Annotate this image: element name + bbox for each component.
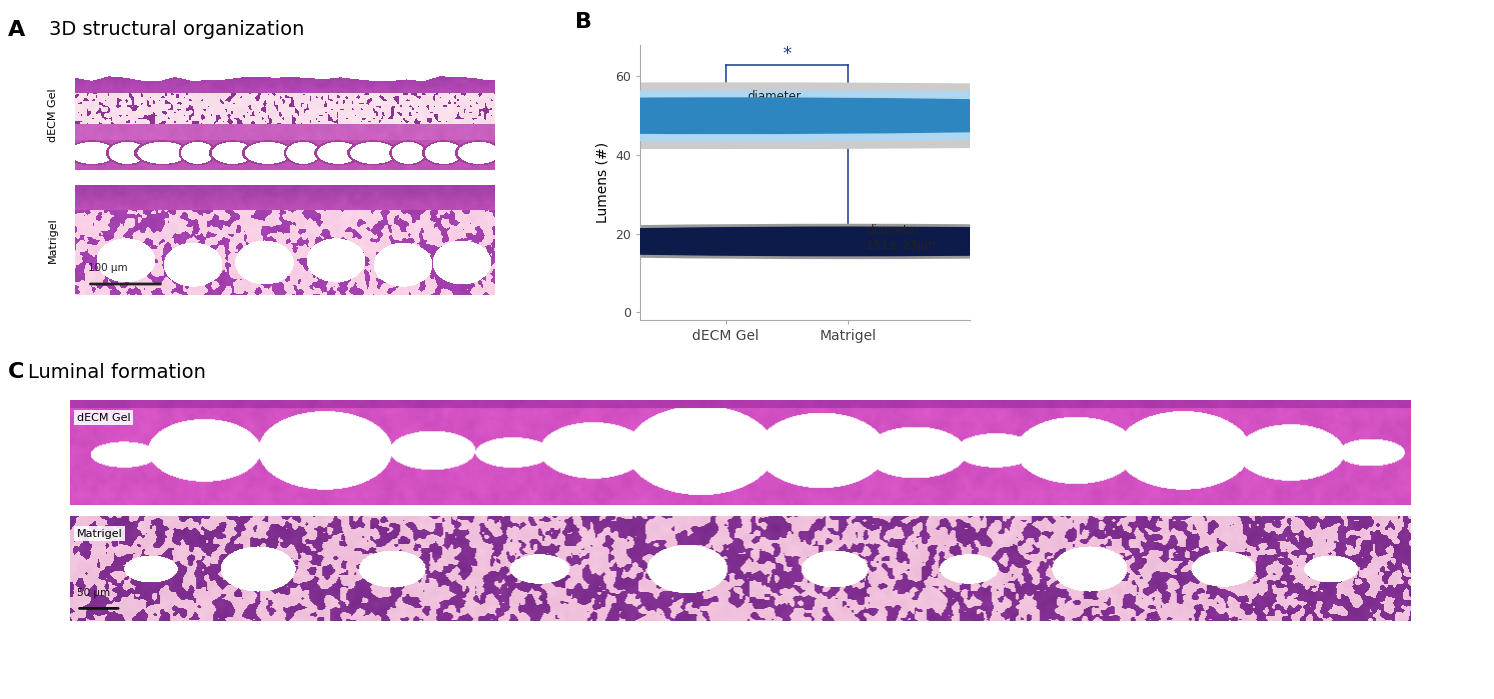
Text: A: A [7,20,25,40]
Text: 3D structural organization: 3D structural organization [49,20,305,39]
Text: 100 μm: 100 μm [88,263,127,273]
Text: Matrigel: Matrigel [76,528,123,539]
Text: dECM Gel: dECM Gel [76,412,130,423]
Circle shape [384,226,1312,257]
Circle shape [154,97,1298,134]
Text: B: B [575,12,592,32]
Text: Luminal formation: Luminal formation [28,363,206,382]
Y-axis label: Lumens (#): Lumens (#) [596,142,610,223]
Text: C: C [7,363,24,382]
Circle shape [297,224,1398,259]
Text: diameter
113 ± 92μm: diameter 113 ± 92μm [747,90,822,118]
Text: *: * [783,45,792,63]
Text: diameter
151± 23μm: diameter 151± 23μm [867,224,935,252]
Text: Matrigel: Matrigel [48,217,58,263]
Circle shape [0,90,1494,141]
Text: dECM Gel: dECM Gel [48,88,58,142]
Text: 50 μm: 50 μm [76,588,111,598]
Circle shape [0,82,1494,149]
